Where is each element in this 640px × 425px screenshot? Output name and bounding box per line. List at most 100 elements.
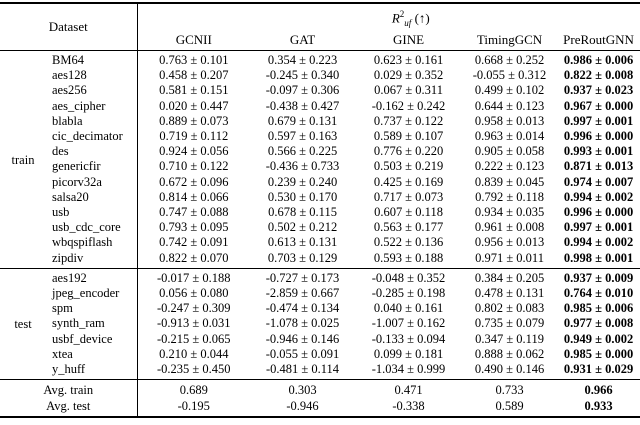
value-cell: 0.822 ± 0.070	[136, 250, 251, 269]
value-cell: 0.719 ± 0.112	[136, 128, 251, 145]
value-cell: 0.905 ± 0.058	[474, 144, 545, 159]
dataset-name: zipdiv	[52, 250, 84, 265]
value-cell: 0.963 ± 0.014	[474, 128, 545, 143]
train-group-body: train BM64 0.763 ± 0.101 0.354 ± 0.223 0.623…	[0, 50, 640, 269]
value-cell: 0.458 ± 0.207	[136, 68, 251, 84]
value-cell: -0.017 ± 0.188	[136, 268, 251, 286]
value-cell: 0.997 ± 0.001	[563, 220, 634, 235]
table-row: cic_decimator 0.719 ± 0.112 0.597 ± 0.163 0…	[0, 128, 640, 145]
value-cell: 0.056 ± 0.080	[136, 285, 251, 302]
summary-value-cell: 0.689	[136, 379, 251, 399]
summary-row: Avg. train 0.689 0.303 0.471 0.733 0.966	[0, 379, 640, 399]
table-row: blabla 0.889 ± 0.073 0.679 ± 0.131 0.737 ± …	[0, 113, 640, 129]
dataset-name: BM64	[52, 52, 84, 67]
group-label-train: train	[11, 152, 35, 167]
value-cell: -0.727 ± 0.173	[265, 270, 340, 285]
value-cell: 0.839 ± 0.045	[474, 174, 545, 189]
model-header-row: GCNII GAT GINE TimingGCN PreRoutGNN	[0, 30, 640, 51]
value-cell: 0.934 ± 0.035	[474, 204, 545, 219]
value-cell: -0.055 ± 0.091	[265, 346, 340, 361]
value-cell: -0.247 ± 0.309	[136, 301, 251, 317]
value-cell: 0.986 ± 0.006	[563, 52, 634, 67]
value-cell: 0.703 ± 0.129	[267, 250, 338, 265]
table-row: usb_cdc_core 0.793 ± 0.095 0.502 ± 0.212 0.…	[0, 220, 640, 236]
value-cell: 0.793 ± 0.095	[136, 220, 251, 236]
table-row: train BM64 0.763 ± 0.101 0.354 ± 0.223 0.623…	[0, 50, 640, 167]
value-cell: 0.996 ± 0.000	[563, 128, 634, 143]
value-cell: 0.425 ± 0.169	[373, 174, 444, 189]
value-cell: 0.949 ± 0.002	[563, 331, 634, 346]
dataset-name: y_huff	[52, 361, 86, 376]
value-cell: -0.162 ± 0.242	[371, 98, 446, 113]
value-cell: 0.937 ± 0.023	[563, 83, 634, 98]
dataset-name: des	[52, 144, 69, 159]
dataset-name: genericfir	[52, 159, 101, 174]
value-cell: 0.678 ± 0.115	[268, 204, 337, 219]
table-row: zipdiv 0.822 ± 0.070 0.703 ± 0.129 0.593 ± …	[0, 250, 640, 269]
value-cell: 0.776 ± 0.220	[373, 144, 444, 159]
table-row: jpeg_encoder 0.056 ± 0.080 -2.859 ± 0.667 -…	[0, 285, 640, 302]
table-row: aes256 0.581 ± 0.151 -0.097 ± 0.306 0.067 ±…	[0, 83, 640, 99]
value-cell: 0.593 ± 0.188	[373, 250, 444, 265]
table-row: aes128 0.458 ± 0.207 -0.245 ± 0.340 0.029 ±…	[0, 68, 640, 84]
table-row: usbf_device -0.215 ± 0.065 -0.946 ± 0.146 -…	[0, 331, 640, 347]
value-cell: -1.034 ± 0.999	[371, 361, 446, 376]
value-cell: -0.215 ± 0.065	[136, 331, 251, 347]
value-cell: -0.048 ± 0.352	[371, 270, 446, 285]
value-cell: 0.029 ± 0.352	[373, 68, 444, 83]
value-cell: 0.490 ± 0.146	[474, 361, 545, 376]
value-cell: 0.478 ± 0.131	[474, 285, 545, 300]
dataset-name: wbqspiflash	[52, 235, 113, 250]
value-cell: 0.747 ± 0.088	[136, 204, 251, 221]
dataset-name: blabla	[52, 113, 83, 128]
table-row: y_huff -0.235 ± 0.450 -0.481 ± 0.114 -1.034…	[0, 361, 640, 380]
metric-header: R2uf (↑)	[136, 3, 640, 31]
value-cell: -0.133 ± 0.094	[371, 331, 446, 346]
metric-symbol: R	[391, 10, 400, 26]
dataset-name: aes_cipher	[52, 98, 106, 113]
value-cell: 0.566 ± 0.225	[267, 144, 338, 159]
value-cell: 0.764 ± 0.010	[563, 285, 634, 300]
table-row: synth_ram -0.913 ± 0.031 -1.078 ± 0.025 -1.…	[0, 316, 640, 332]
value-cell: 0.998 ± 0.001	[563, 250, 634, 265]
dataset-name: xtea	[52, 346, 73, 361]
value-cell: 0.589 ± 0.107	[373, 128, 444, 143]
value-cell: 0.499 ± 0.102	[474, 83, 545, 98]
value-cell: 0.710 ± 0.122	[136, 159, 251, 175]
value-cell: 0.563 ± 0.177	[373, 220, 444, 235]
value-cell: 0.985 ± 0.006	[563, 301, 634, 316]
summary-label: Avg. test	[46, 399, 91, 414]
summary-value-cell: 0.471	[394, 383, 423, 398]
value-cell: 0.792 ± 0.118	[475, 189, 544, 204]
value-cell: 0.099 ± 0.181	[373, 346, 444, 361]
value-cell: 0.763 ± 0.101	[136, 50, 251, 69]
value-cell: 0.871 ± 0.013	[563, 159, 634, 174]
test-group-body: test aes192 -0.017 ± 0.188 -0.727 ± 0.173 -0…	[0, 268, 640, 380]
table-row: des 0.924 ± 0.056 0.566 ± 0.225 0.776 ± 0.2…	[0, 144, 640, 160]
value-cell: -1.007 ± 0.162	[371, 316, 446, 331]
value-cell: 0.924 ± 0.056	[136, 144, 251, 160]
column-header-gine: GINE	[392, 31, 425, 47]
value-cell: -1.078 ± 0.025	[265, 316, 340, 331]
value-cell: 0.347 ± 0.119	[475, 331, 544, 346]
summary-body: Avg. train 0.689 0.303 0.471 0.733 0.966 Avg. …	[0, 379, 640, 418]
value-cell: 0.354 ± 0.223	[267, 52, 338, 67]
column-header-timinggcn: TimingGCN	[476, 31, 543, 47]
column-header-preroutgnn: PreRoutGNN	[563, 31, 634, 47]
value-cell: -0.474 ± 0.134	[265, 301, 340, 316]
value-cell: 0.239 ± 0.240	[267, 174, 338, 189]
value-cell: 0.931 ± 0.029	[563, 361, 634, 376]
dataset-name: usb	[52, 204, 70, 219]
value-cell: 0.613 ± 0.131	[267, 235, 338, 250]
value-cell: -0.481 ± 0.114	[265, 361, 340, 376]
value-cell: 0.742 ± 0.091	[136, 235, 251, 251]
value-cell: -2.859 ± 0.667	[265, 285, 340, 300]
value-cell: 0.996 ± 0.000	[563, 204, 634, 219]
dataset-name: usbf_device	[52, 331, 113, 346]
value-cell: 0.222 ± 0.123	[474, 159, 545, 174]
value-cell: -0.055 ± 0.312	[472, 68, 547, 83]
value-cell: -0.436 ± 0.733	[265, 159, 340, 174]
value-cell: 0.607 ± 0.118	[374, 204, 443, 219]
value-cell: 0.985 ± 0.000	[563, 346, 634, 361]
value-cell: 0.814 ± 0.066	[136, 189, 251, 205]
